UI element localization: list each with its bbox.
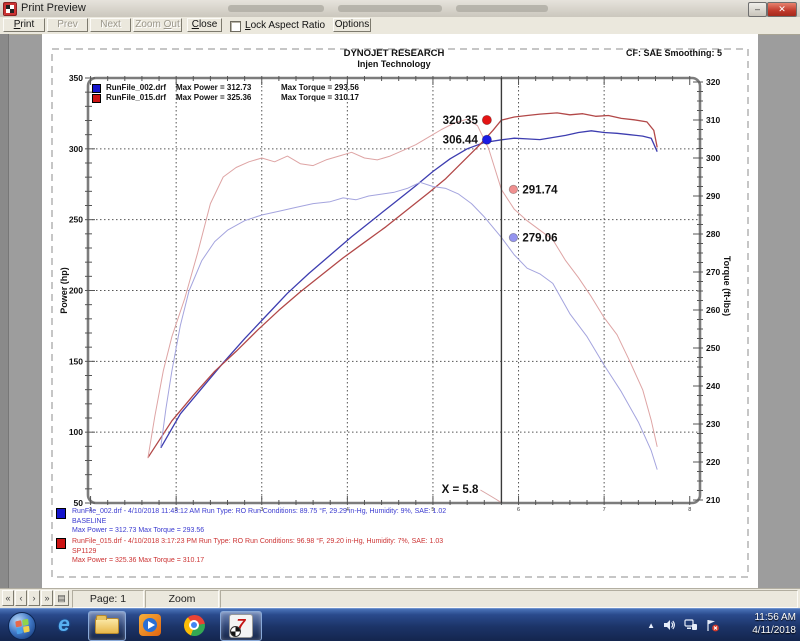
- close-window-button[interactable]: ✕: [767, 2, 797, 17]
- window-title: Print Preview: [21, 2, 86, 14]
- zoom-indicator: Zoom: [145, 590, 219, 608]
- legend-row: RunFile_002.drf Max Power = 312.73 Max T…: [92, 83, 359, 93]
- taskbar-item-internet-explorer[interactable]: e: [46, 611, 82, 639]
- run-swatch-blue: [56, 508, 66, 519]
- legend-swatch-red: [92, 93, 101, 103]
- redacted-title-text: [338, 5, 442, 12]
- run-annotation-sp1129: RunFile_015.drf - 4/10/2018 3:17:23 PM R…: [56, 537, 443, 566]
- lock-aspect-ratio-checkbox[interactable]: [230, 21, 241, 32]
- last-page-button[interactable]: »: [41, 590, 53, 606]
- preview-page: [42, 34, 758, 588]
- dynojet-app-icon: 7: [229, 614, 253, 638]
- network-icon[interactable]: [684, 619, 698, 631]
- redacted-title-text: [228, 5, 324, 12]
- clock-date: 4/11/2018: [752, 625, 796, 636]
- first-page-button[interactable]: «: [2, 590, 14, 606]
- lock-aspect-ratio-label[interactable]: Lock Aspect Ratio: [245, 20, 326, 31]
- titlebar: Print Preview – ✕: [0, 0, 800, 18]
- page-indicator: Page: 1: [72, 590, 144, 608]
- taskbar-clock[interactable]: 11:56 AM 4/11/2018: [726, 611, 796, 637]
- prev-button[interactable]: Prev: [47, 18, 88, 32]
- system-tray: ▲: [647, 609, 720, 641]
- legend-row: RunFile_015.drf Max Power = 325.36 Max T…: [92, 93, 359, 103]
- run-info-line: RunFile_015.drf - 4/10/2018 3:17:23 PM R…: [72, 538, 444, 545]
- app-icon: [3, 2, 17, 16]
- run-name: BASELINE: [72, 517, 107, 525]
- taskbar-item-chrome[interactable]: [176, 611, 212, 639]
- print-button[interactable]: Print: [3, 18, 45, 32]
- chrome-icon: [183, 614, 205, 636]
- next-button[interactable]: Next: [90, 18, 131, 32]
- next-page-button[interactable]: ›: [28, 590, 40, 606]
- status-filler: [220, 590, 798, 608]
- run-swatch-red: [56, 538, 66, 549]
- clock-time: 11:56 AM: [754, 612, 796, 623]
- print-preview-toolbar: Print Prev Next Zoom Out Close Lock Aspe…: [0, 17, 800, 35]
- windows-flag-icon: [14, 618, 30, 634]
- run-name: SP1129: [72, 547, 97, 555]
- preview-left-edge: [0, 34, 9, 588]
- run-annotation-baseline: RunFile_002.drf - 4/10/2018 11:43:12 AM …: [56, 507, 446, 536]
- taskbar-item-media-player[interactable]: [132, 611, 168, 639]
- taskbar-item-dynojet-winpep[interactable]: 7: [220, 611, 262, 641]
- media-player-icon: [139, 614, 161, 636]
- run-info-line: RunFile_002.drf - 4/10/2018 11:43:12 AM …: [72, 508, 447, 515]
- redacted-title-text: [456, 5, 548, 12]
- internet-explorer-icon: e: [58, 613, 70, 636]
- close-preview-button[interactable]: Close: [187, 18, 222, 32]
- run-max-values: Max Power = 312.73 Max Torque = 293.56: [72, 527, 205, 535]
- folder-icon: [95, 615, 119, 634]
- chart-legend: RunFile_002.drf Max Power = 312.73 Max T…: [92, 83, 359, 103]
- chart-subtitle: Injen Technology: [357, 59, 431, 69]
- page-setup-icon[interactable]: ▤: [54, 590, 69, 606]
- legend-swatch-blue: [92, 83, 101, 93]
- action-center-flag-icon[interactable]: [706, 619, 720, 632]
- prev-page-button[interactable]: ‹: [15, 590, 27, 606]
- run-max-values: Max Power = 325.36 Max Torque = 310.17: [72, 557, 205, 565]
- taskbar: e 7 ▲ 11:56 AM 4/11/2018: [0, 608, 800, 641]
- chart-correction-note: CF: SAE Smoothing: 5: [626, 48, 722, 58]
- minimize-button[interactable]: –: [748, 2, 767, 17]
- statusbar: « ‹ › » ▤ Page: 1 Zoom: [0, 588, 800, 609]
- zoom-out-button[interactable]: Zoom Out: [133, 18, 182, 32]
- taskbar-item-windows-explorer[interactable]: [88, 611, 126, 641]
- start-button[interactable]: [8, 612, 36, 640]
- hidden-icons-chevron-icon[interactable]: ▲: [647, 620, 655, 630]
- volume-icon[interactable]: [663, 619, 676, 631]
- options-button[interactable]: Options: [333, 18, 371, 32]
